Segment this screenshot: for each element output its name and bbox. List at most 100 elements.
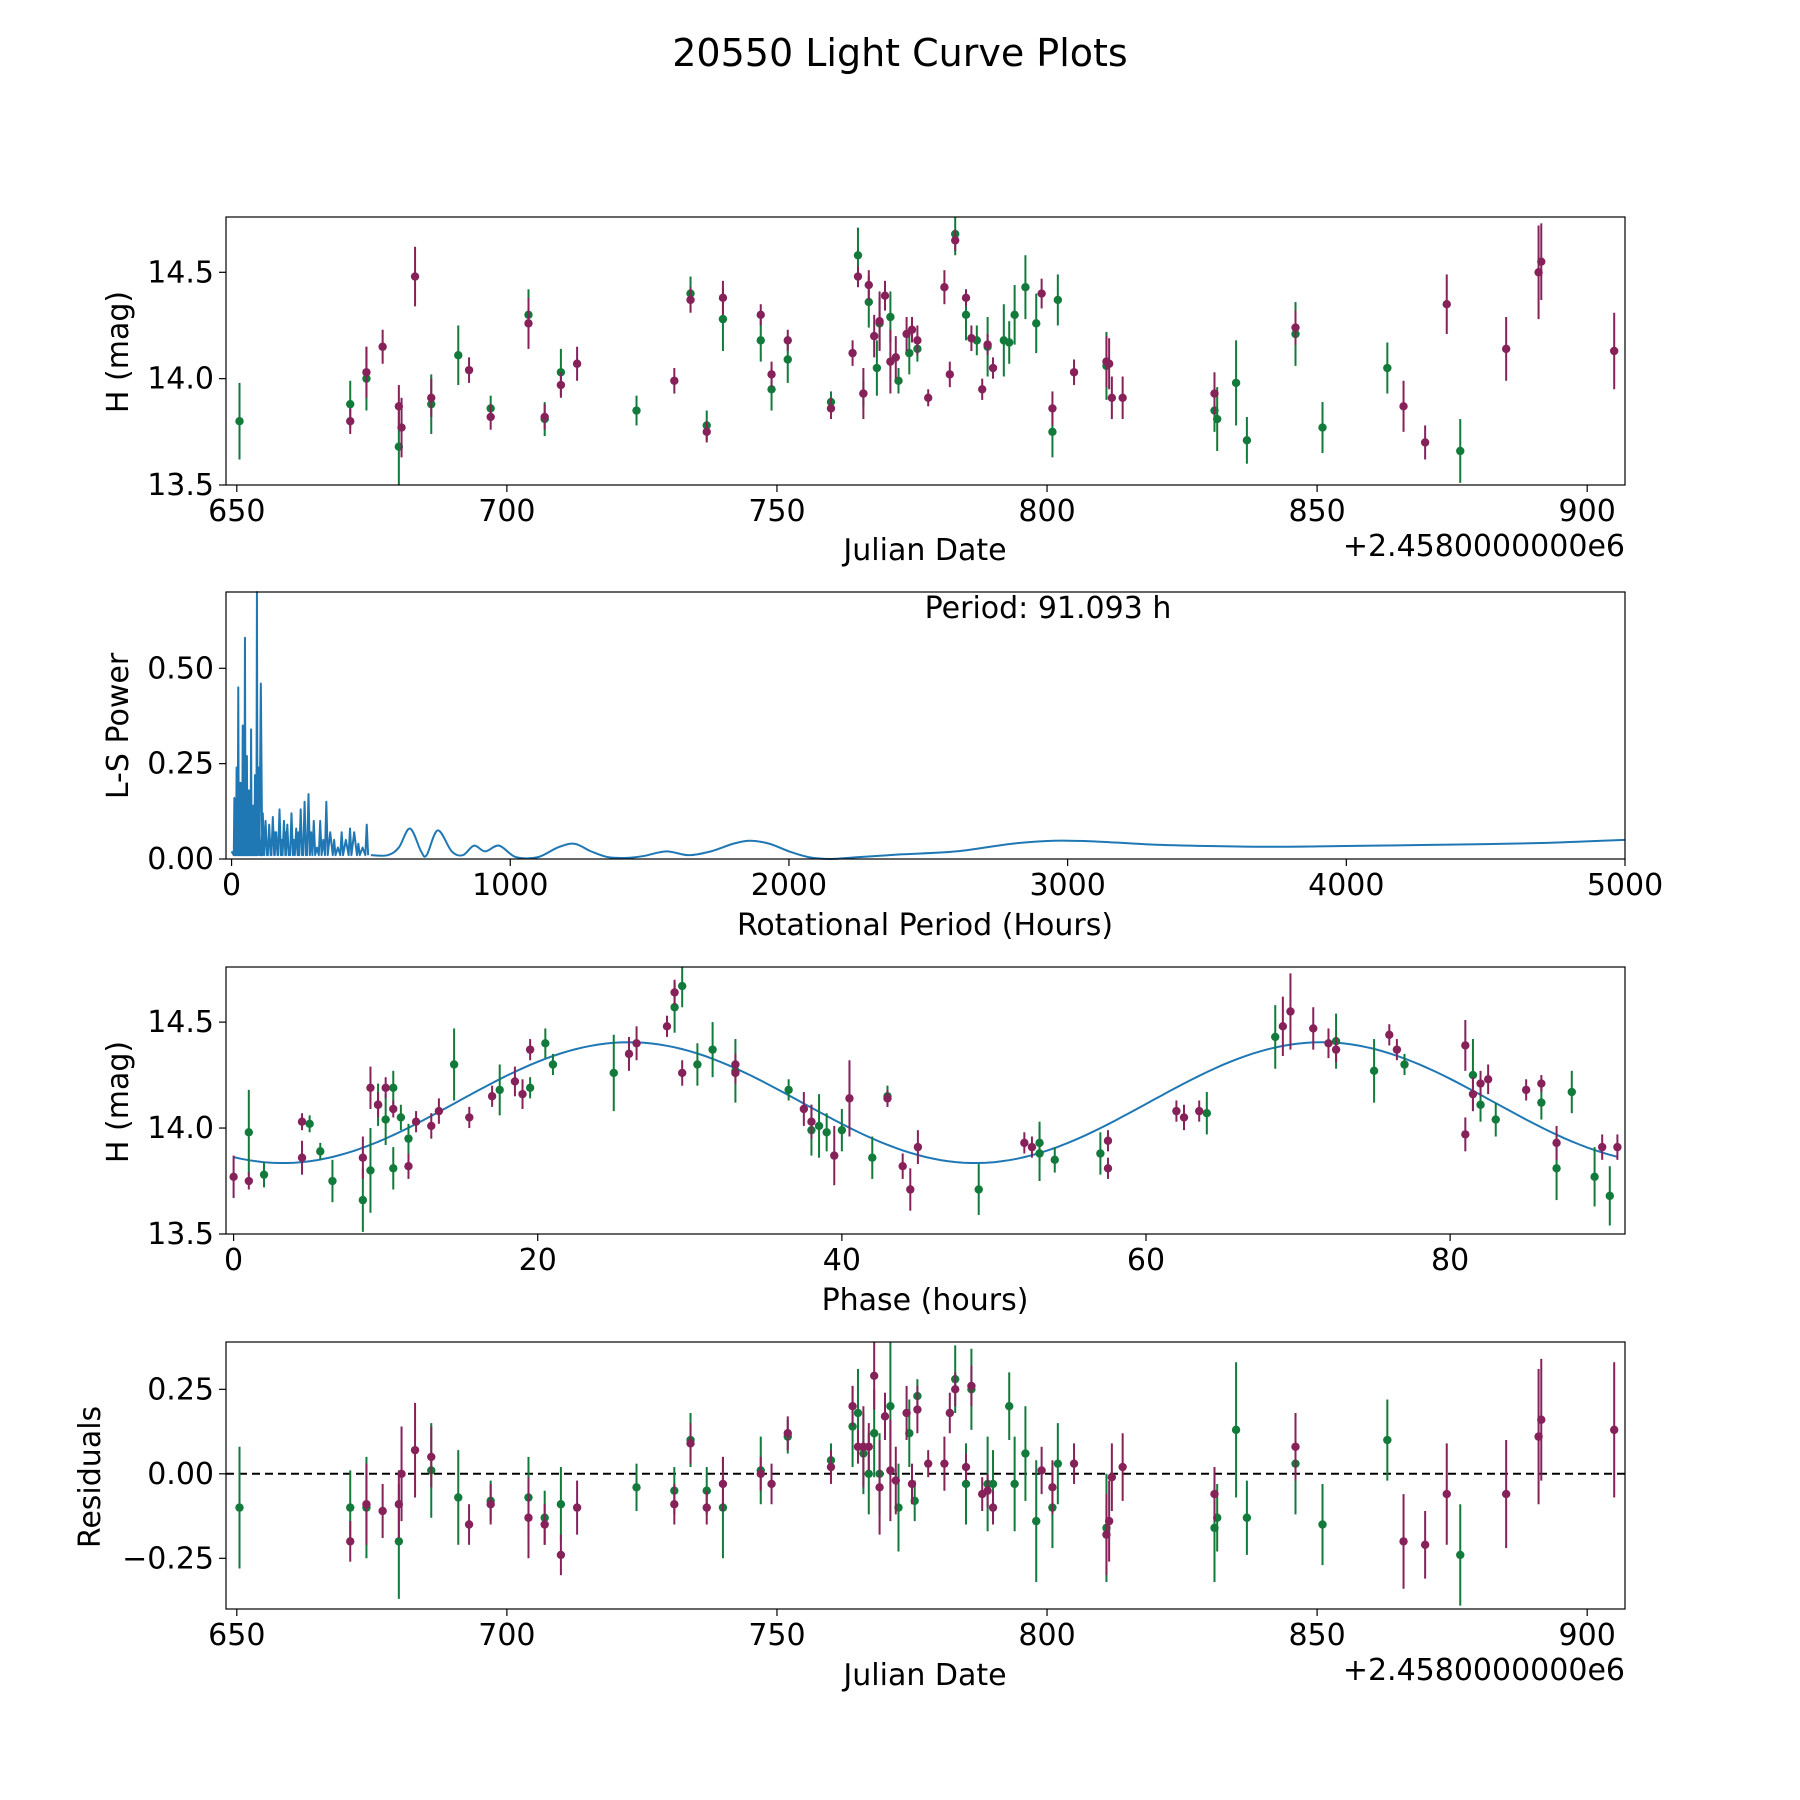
phased-point-maroon [1103, 1164, 1113, 1173]
residuals-point-maroon [902, 1408, 911, 1418]
residuals-point-maroon [410, 1445, 420, 1455]
periodogram-ytick-label: 0.50 [147, 651, 214, 686]
lightcurve-point-maroon [967, 334, 976, 343]
lightcurve-point-green [853, 251, 863, 260]
lightcurve-point-maroon [378, 342, 387, 351]
lightcurve-xlabel: Julian Date [841, 533, 1006, 568]
phased-point-maroon [1461, 1130, 1470, 1139]
phased-panel: 0 20 40 60 80 13.5 14.0 14.5 Phase (hours) H (m… [101, 966, 1626, 1318]
residuals-offset-label: +2.4580000000e6 [1343, 1653, 1625, 1688]
phased-point-maroon [525, 1045, 535, 1054]
lightcurve-point-maroon [1501, 344, 1511, 354]
residuals-point-maroon [967, 1381, 976, 1391]
phased-point-green [1552, 1164, 1561, 1173]
lightcurve-point-maroon [524, 319, 533, 328]
residuals-point-maroon [1069, 1459, 1079, 1468]
residuals-point-green [394, 1537, 404, 1546]
phased-point-maroon [898, 1161, 907, 1171]
phased-ytick-label: 14.5 [147, 1005, 214, 1040]
residuals-point-green [1383, 1435, 1392, 1445]
phased-point-green [1369, 1066, 1379, 1076]
phased-point-maroon [799, 1104, 809, 1114]
periodogram-annotation: Period: 91.093 h [925, 591, 1172, 626]
phased-point-green [1590, 1172, 1599, 1181]
residuals-point-maroon [886, 1466, 895, 1475]
lightcurve-point-maroon [1420, 438, 1430, 447]
residuals-point-maroon [875, 1483, 884, 1492]
residuals-point-maroon [940, 1459, 949, 1468]
lightcurve-point-green [235, 416, 244, 426]
residuals-point-green [853, 1408, 863, 1418]
phased-point-maroon [1179, 1113, 1189, 1122]
phased-point-maroon [229, 1172, 238, 1181]
lightcurve-point-maroon [891, 353, 900, 362]
residuals-point-green [869, 1429, 879, 1438]
phased-point-maroon [297, 1153, 307, 1162]
lightcurve-point-maroon [718, 293, 728, 303]
periodogram-xtick-label: 0 [222, 868, 241, 903]
residuals-point-maroon [1291, 1442, 1300, 1451]
residuals-point-maroon [718, 1479, 728, 1489]
lightcurve-point-maroon [983, 340, 992, 349]
residuals-point-green [988, 1479, 998, 1489]
phased-point-green [609, 1068, 618, 1078]
lightcurve-point-maroon [1537, 257, 1546, 266]
lightcurve-point-maroon [464, 365, 474, 375]
residuals-point-green [556, 1500, 566, 1509]
lightcurve-ytick-label: 13.5 [147, 468, 214, 503]
residuals-point-green [886, 1402, 895, 1411]
phased-point-green [259, 1170, 269, 1179]
phased-point-maroon [670, 988, 679, 997]
lightcurve-point-maroon [978, 385, 987, 394]
residuals-axes: 650 700 750 800 850 900 −0.25 0.00 0.25 [122, 1341, 1626, 1653]
phased-point-maroon [1597, 1142, 1607, 1152]
phased-point-green [814, 1121, 824, 1131]
residuals-point-maroon [913, 1405, 922, 1414]
phased-point-green [868, 1153, 877, 1162]
lightcurve-ylabel: H (mag) [101, 291, 136, 413]
periodogram-frame [225, 591, 1626, 860]
lightcurve-point-maroon [924, 393, 933, 402]
lightcurve-xtick-label: 650 [208, 494, 265, 529]
residuals-point-maroon [397, 1469, 406, 1479]
residuals-point-maroon [1118, 1462, 1127, 1472]
phased-point-maroon [913, 1142, 923, 1152]
lightcurve-ytick-label: 14.0 [147, 362, 214, 397]
residuals-xlabel: Julian Date [841, 1658, 1006, 1693]
lightcurve-point-maroon [961, 293, 971, 303]
lightcurve-point-maroon [427, 393, 436, 402]
lightcurve-point-maroon [362, 368, 371, 377]
periodogram-xlabel: Rotational Period (Hours) [737, 908, 1113, 943]
periodogram-curve [370, 827, 1626, 861]
lightcurve-point-maroon [397, 423, 406, 432]
lightcurve-point-maroon [1048, 404, 1057, 413]
residuals-point-green [1242, 1513, 1252, 1522]
phased-point-green [837, 1125, 847, 1135]
phased-point-maroon [1027, 1142, 1037, 1152]
lightcurve-offset-label: +2.4580000000e6 [1343, 529, 1625, 564]
residuals-point-maroon [907, 1479, 917, 1489]
lightcurve-point-maroon [540, 412, 549, 422]
lightcurve-point-green [1021, 282, 1030, 292]
phased-point-maroon [1392, 1045, 1402, 1054]
lightcurve-axes: 650 700 750 800 850 900 13.5 14.0 14.5 [147, 216, 1626, 529]
lightcurve-point-green [1242, 436, 1252, 445]
phased-xtick-label: 60 [1127, 1243, 1165, 1278]
phased-point-green [449, 1060, 459, 1069]
phased-point-maroon [358, 1153, 368, 1162]
residuals-ylabel: Residuals [73, 1406, 108, 1548]
phased-point-green [1050, 1155, 1059, 1165]
residuals-ytick-label: 0.25 [147, 1372, 214, 1407]
lightcurve-point-maroon [880, 291, 890, 300]
residuals-ytick-label: −0.25 [122, 1541, 214, 1576]
lightcurve-point-green [894, 376, 903, 385]
residuals-point-green [1005, 1402, 1014, 1411]
phased-ytick-label: 14.0 [147, 1111, 214, 1146]
lightcurve-point-maroon [1609, 346, 1619, 356]
phased-point-green [389, 1083, 398, 1092]
residuals-point-maroon [1037, 1466, 1046, 1475]
residuals-marks [226, 1342, 1625, 1606]
lightcurve-point-green [1383, 363, 1392, 373]
lightcurve-xtick-label: 800 [1018, 494, 1075, 529]
periodogram-ytick-label: 0.00 [147, 842, 214, 877]
